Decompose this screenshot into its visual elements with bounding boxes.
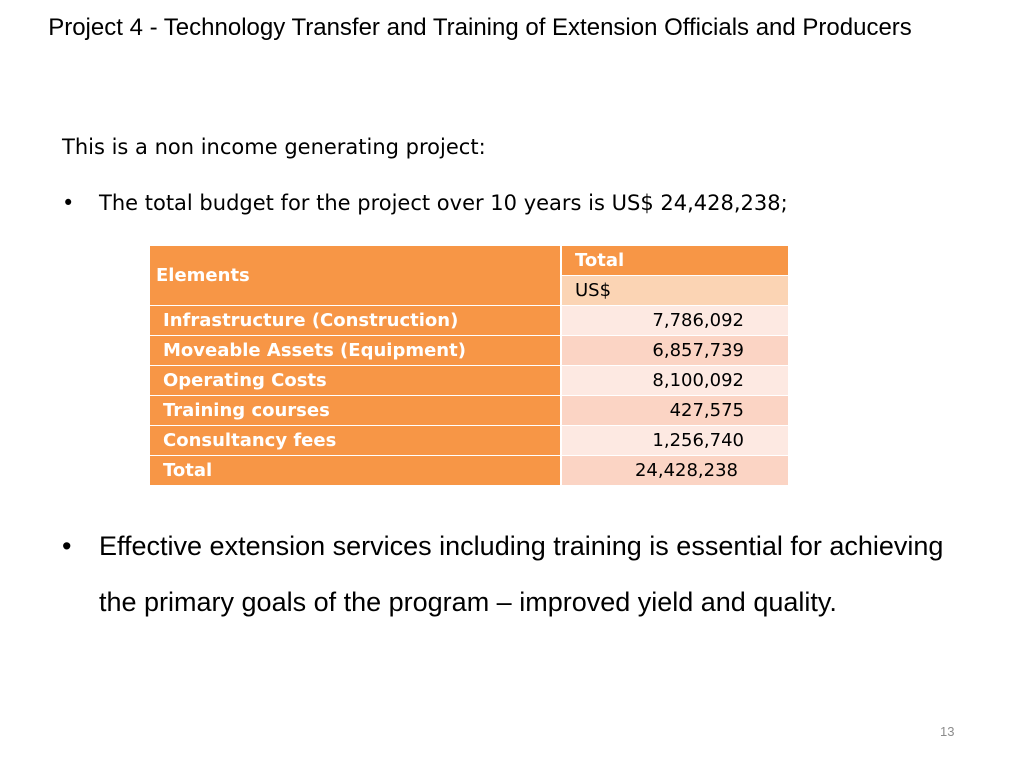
total-value: 24,428,238 [562,456,788,486]
intro-text: This is a non income generating project: [62,135,486,159]
budget-table: Elements Total US$ Infrastructure (Const… [150,246,788,486]
bullet-text: The total budget for the project over 10… [99,191,788,215]
table-row: Training courses 427,575 [150,396,788,426]
row-value: 1,256,740 [562,426,788,456]
row-label: Training courses [150,396,562,426]
slide-title: Project 4 - Technology Transfer and Trai… [48,14,912,41]
header-elements: Elements [150,246,562,306]
table-row: Consultancy fees 1,256,740 [150,426,788,456]
header-total: Total [562,246,788,276]
row-value: 6,857,739 [562,336,788,366]
row-label: Consultancy fees [150,426,562,456]
bullet-icon: • [62,531,72,561]
bullet-item-budget: • The total budget for the project over … [62,188,942,218]
row-label: Moveable Assets (Equipment) [150,336,562,366]
table-row: Operating Costs 8,100,092 [150,366,788,396]
page-number: 13 [940,724,955,739]
row-label: Infrastructure (Construction) [150,306,562,336]
row-label: Operating Costs [150,366,562,396]
header-unit: US$ [562,276,788,306]
total-label: Total [150,456,562,486]
table-header-row: Elements Total [150,246,788,306]
table-row: Moveable Assets (Equipment) 6,857,739 [150,336,788,366]
row-value: 7,786,092 [562,306,788,336]
bullet-item-extension: • Effective extension services including… [62,518,962,630]
bullet-text: Effective extension services including t… [99,531,944,617]
row-value: 427,575 [562,396,788,426]
table-row: Infrastructure (Construction) 7,786,092 [150,306,788,336]
bullet-icon: • [62,191,75,215]
row-value: 8,100,092 [562,366,788,396]
table-unit-row: US$ [150,276,788,306]
table-total-row: Total 24,428,238 [150,456,788,486]
